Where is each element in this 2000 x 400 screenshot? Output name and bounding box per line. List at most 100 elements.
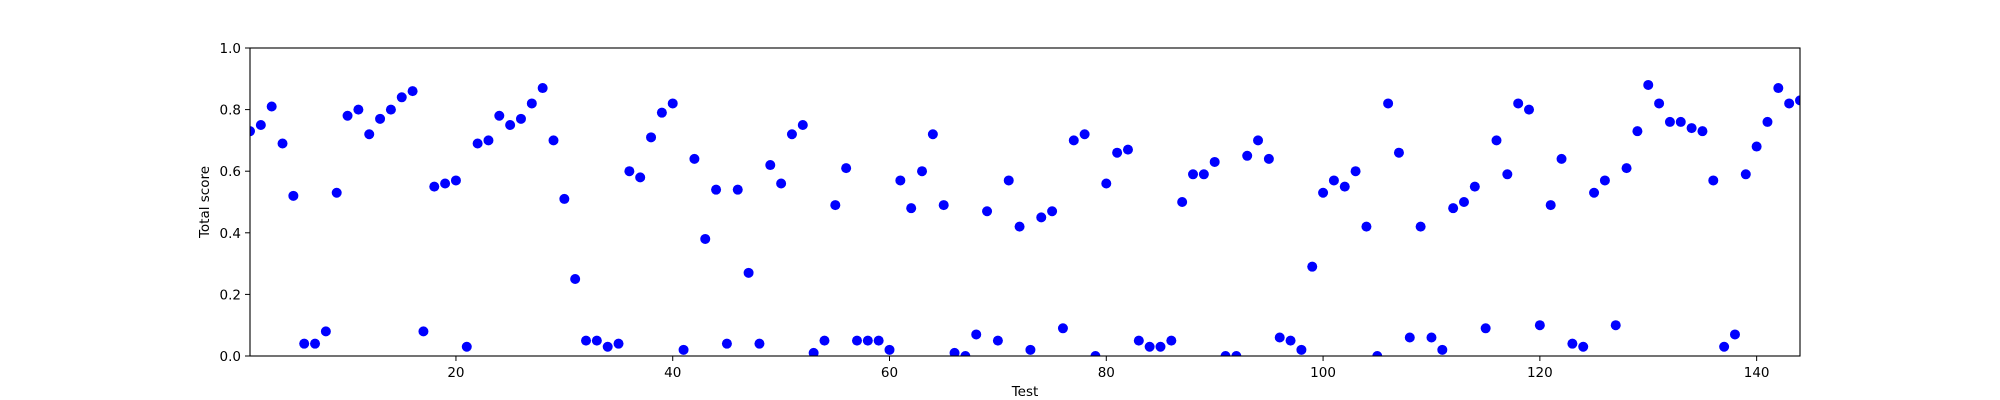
data-point — [299, 338, 310, 349]
data-point — [1090, 351, 1101, 356]
data-point — [1112, 147, 1123, 158]
data-point — [1469, 181, 1480, 192]
data-point — [776, 178, 787, 189]
data-point — [364, 129, 375, 140]
data-point — [884, 344, 895, 355]
data-point — [277, 138, 288, 149]
data-point — [1524, 104, 1535, 115]
data-point — [1307, 261, 1318, 272]
data-point — [689, 153, 700, 164]
data-point — [1220, 351, 1231, 356]
data-point — [1166, 335, 1177, 346]
data-point — [548, 135, 559, 146]
data-point — [320, 326, 331, 337]
data-point — [1686, 123, 1697, 134]
data-point — [1599, 175, 1610, 186]
data-point — [1502, 169, 1513, 180]
data-point — [624, 166, 635, 177]
data-point — [342, 110, 353, 121]
data-point — [1350, 166, 1361, 177]
x-tick-label: 120 — [1527, 365, 1553, 381]
data-point — [1068, 135, 1079, 146]
data-point — [494, 110, 505, 121]
data-point — [1155, 341, 1166, 352]
data-point — [873, 335, 884, 346]
data-point — [1556, 153, 1567, 164]
data-point — [1339, 181, 1350, 192]
y-tick-label: 0.8 — [220, 103, 241, 119]
data-point — [1285, 335, 1296, 346]
data-point — [483, 135, 494, 146]
data-point — [1784, 98, 1795, 109]
data-point — [1177, 197, 1188, 207]
data-point — [1632, 126, 1643, 137]
data-point — [982, 206, 993, 217]
data-point — [353, 104, 364, 115]
data-point — [1773, 83, 1784, 94]
data-point — [1144, 341, 1155, 352]
data-point — [331, 187, 342, 198]
data-point — [1393, 147, 1404, 158]
data-point — [1263, 153, 1274, 164]
data-point — [635, 172, 646, 183]
x-axis: 20 40 60 80 100 120 140 — [447, 356, 1770, 381]
data-point — [1101, 178, 1112, 189]
x-tick-label: 80 — [1098, 365, 1115, 381]
data-point — [646, 132, 657, 143]
x-axis-label: Test — [1011, 384, 1039, 400]
data-point — [711, 184, 722, 195]
data-point — [1740, 169, 1751, 180]
data-point — [743, 267, 754, 278]
data-point — [1415, 221, 1426, 232]
data-point — [1751, 141, 1762, 152]
data-point — [1589, 187, 1600, 198]
data-point — [960, 351, 971, 356]
x-tick-label: 20 — [447, 365, 464, 381]
data-point — [1729, 329, 1740, 340]
data-point — [1253, 135, 1264, 146]
data-point — [1242, 150, 1253, 161]
data-point — [971, 329, 982, 340]
data-point — [255, 120, 266, 130]
data-point — [1274, 332, 1285, 343]
x-tick-label: 100 — [1310, 365, 1336, 381]
data-point — [1025, 344, 1036, 355]
data-point — [396, 92, 407, 103]
data-point — [581, 335, 592, 346]
data-point — [786, 129, 797, 140]
y-tick-label: 0.0 — [220, 349, 241, 365]
data-point — [1567, 338, 1578, 349]
data-point — [1610, 320, 1621, 331]
data-point — [1133, 335, 1144, 346]
data-point — [851, 335, 862, 346]
data-point — [1534, 320, 1545, 331]
data-point — [537, 83, 548, 94]
data-point — [407, 86, 418, 97]
data-point — [1057, 323, 1068, 334]
data-point — [1318, 187, 1329, 198]
data-point — [1047, 206, 1058, 217]
data-point — [1491, 135, 1502, 146]
x-tick-label: 60 — [881, 365, 898, 381]
data-point — [602, 341, 613, 352]
y-tick-label: 0.4 — [220, 226, 241, 242]
data-point — [526, 98, 537, 109]
data-point — [917, 166, 928, 177]
data-point — [1328, 175, 1339, 186]
data-point — [1383, 98, 1394, 109]
data-point — [1209, 156, 1220, 167]
data-point — [1513, 98, 1524, 109]
data-point — [1296, 344, 1307, 355]
data-point — [288, 190, 299, 201]
data-point — [949, 347, 960, 356]
data-point — [656, 107, 667, 118]
data-point — [1404, 332, 1415, 343]
y-tick-label: 0.2 — [220, 287, 241, 303]
data-point — [927, 129, 938, 140]
data-point — [1654, 98, 1665, 109]
data-point — [1675, 116, 1686, 127]
data-point — [310, 338, 321, 349]
data-point — [1079, 129, 1090, 140]
data-point — [830, 200, 841, 211]
